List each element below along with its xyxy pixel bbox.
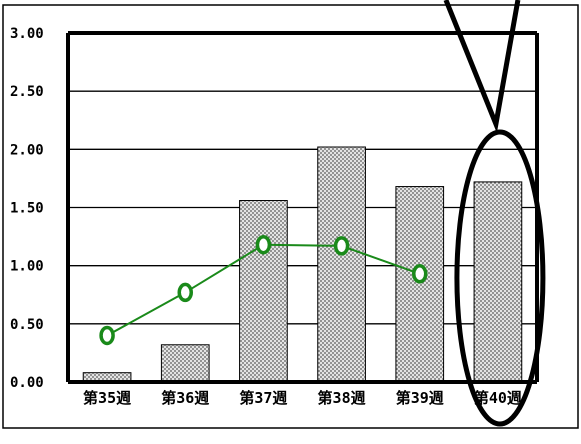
x-tick-label: 第35週 xyxy=(83,389,131,407)
x-tick-labels: 第35週 第36週 第37週 第38週 第39週 第40週 xyxy=(83,389,522,407)
y-tick-label: 0.00 xyxy=(10,375,44,391)
x-tick-label: 第39週 xyxy=(396,389,444,407)
bar xyxy=(473,181,523,383)
y-tick-label: 1.00 xyxy=(10,259,44,275)
data-point xyxy=(412,264,428,284)
callout-pointer xyxy=(443,0,521,134)
data-point xyxy=(255,234,272,255)
y-tick-label: 2.50 xyxy=(10,84,44,100)
y-tick-label: 0.50 xyxy=(10,317,44,333)
x-tick-label: 第40週 xyxy=(474,389,522,407)
line-series xyxy=(99,234,428,346)
y-tick-label: 3.00 xyxy=(10,26,44,42)
y-tick-label: 2.00 xyxy=(10,142,44,158)
highlight-ellipse xyxy=(454,129,546,427)
bar xyxy=(317,146,366,383)
x-tick-label: 第38週 xyxy=(318,389,366,407)
y-tick-label: 1.50 xyxy=(10,201,44,217)
x-tick-label: 第37週 xyxy=(239,389,287,407)
x-tick-label: 第36週 xyxy=(161,389,209,407)
data-point xyxy=(99,325,115,346)
y-tick-labels: 0.00 0.50 1.00 1.50 2.00 2.50 3.00 xyxy=(10,26,44,391)
annotations xyxy=(443,0,546,427)
bar xyxy=(160,344,210,383)
data-point xyxy=(177,282,193,303)
bar xyxy=(395,186,445,383)
bar-series xyxy=(82,146,523,383)
data-point xyxy=(333,236,350,256)
bar xyxy=(239,200,288,383)
